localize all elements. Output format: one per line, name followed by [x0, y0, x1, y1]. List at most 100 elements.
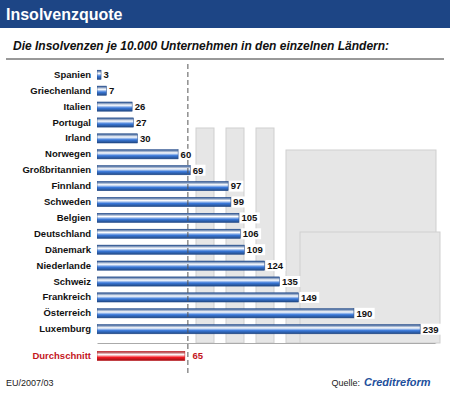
data-labels: 37 26 27 30 6069 97 99 105 106 109 124 135149 190 239… [102, 69, 441, 361]
y-tick: Deutschland [34, 228, 96, 239]
source: Creditreform [364, 376, 431, 388]
y-tick-label: Frankreich [42, 291, 91, 302]
data-label: 135 [282, 276, 299, 287]
subtitle: Die Insolvenzen je 10.000 Unternehmen in… [13, 39, 389, 53]
data-label: 60 [181, 149, 192, 160]
y-tick-label: Griechenland [30, 85, 91, 96]
data-label: 97 [231, 180, 242, 191]
label-bg [191, 165, 205, 176]
y-tick: Dänemark [45, 244, 96, 255]
label-bg [179, 149, 193, 160]
label-bg [355, 308, 375, 319]
y-tick: Griechenland [30, 85, 96, 96]
x-axis [98, 343, 436, 344]
chart: Insolvenzquote Die Insolvenzen je 10.000 … [0, 0, 450, 393]
y-tick-label: Niederlande [37, 260, 91, 271]
data-label: 30 [140, 133, 151, 144]
y-tick-label: Spanien [54, 69, 91, 80]
y-tick-label: Österreich [43, 307, 91, 318]
label-bg [232, 197, 246, 208]
data-label: 105 [241, 212, 258, 223]
data-label: 109 [247, 244, 263, 255]
y-tick-label: Norwegen [45, 148, 91, 159]
label-bg [229, 181, 243, 192]
y-tick-label: Irland [65, 132, 91, 143]
y-tick: Norwegen [45, 148, 96, 159]
data-label: 190 [356, 308, 372, 319]
y-tick-label: Belgien [57, 212, 92, 223]
bar [97, 150, 178, 159]
y-tick-label: Portugal [52, 117, 91, 128]
data-label: 124 [267, 260, 284, 271]
y-tick: Schweiz [54, 276, 97, 287]
subtitle-rule [6, 59, 444, 60]
data-label: 26 [135, 101, 146, 112]
bar [97, 293, 298, 302]
label-bg [191, 351, 205, 362]
label-bg [107, 85, 116, 96]
y-tick: Finnland [51, 180, 96, 191]
y-tick: Luxemburg [39, 323, 96, 334]
bar [97, 181, 228, 190]
y-tick-label: Finnland [51, 180, 91, 191]
y-tick: Portugal [52, 117, 96, 128]
bar [97, 86, 106, 95]
label-bg [102, 69, 111, 80]
bar [97, 309, 354, 318]
x-axis-line [98, 343, 436, 344]
y-tick: Großbritannien [22, 164, 96, 175]
label-bg [281, 276, 301, 287]
data-label: 69 [193, 165, 204, 176]
label-bg [240, 212, 260, 223]
average-data-label: 65 [192, 350, 203, 361]
label-bg [421, 324, 441, 335]
source-label: Quelle: [331, 378, 360, 388]
label-bg [133, 101, 147, 112]
label-bg [241, 228, 261, 239]
y-tick-label: Schweden [44, 196, 91, 207]
y-tick: Frankreich [42, 291, 96, 302]
data-label: 149 [301, 292, 317, 303]
label-bg [299, 292, 319, 303]
bar [97, 229, 240, 238]
plot-area [97, 64, 420, 376]
y-tick: Schweden [44, 196, 96, 207]
y-tick-label: Deutschland [34, 228, 91, 239]
bar [97, 197, 231, 206]
bar [97, 245, 244, 254]
title: Insolvenzquote [6, 6, 123, 23]
bar [97, 261, 265, 270]
bar [97, 213, 239, 222]
y-axis: Spanien Griechenland Italien Portugal Irland… [22, 69, 96, 334]
label-bg [245, 244, 265, 255]
label-bg [266, 260, 286, 271]
y-tick: Spanien [54, 69, 96, 80]
bar [97, 118, 134, 127]
average-bar [97, 351, 185, 360]
bar [97, 102, 132, 111]
y-tick: Belgien [57, 212, 96, 223]
y-tick: Österreich [43, 307, 96, 318]
average-line [187, 64, 188, 376]
average-label: Durchschnitt [32, 350, 91, 361]
data-label: 7 [109, 85, 114, 96]
bar [97, 325, 420, 334]
y-tick: Italien [64, 101, 96, 112]
label-bg [135, 117, 149, 128]
bar [97, 166, 190, 175]
data-label: 99 [233, 196, 244, 207]
y-tick-label: Dänemark [45, 244, 92, 255]
y-tick: Niederlande [37, 260, 96, 271]
bar [97, 134, 138, 143]
footnote: EU/2007/03 [6, 378, 54, 388]
data-label: 27 [136, 117, 147, 128]
data-label: 3 [104, 69, 109, 80]
label-bg [139, 133, 153, 144]
y-tick-label: Schweiz [54, 276, 92, 287]
y-tick-label: Italien [64, 101, 92, 112]
y-tick-label: Luxemburg [39, 323, 91, 334]
y-tick: Irland [65, 132, 96, 143]
data-label: 106 [243, 228, 259, 239]
data-label: 239 [423, 324, 439, 335]
header-band [0, 0, 450, 28]
